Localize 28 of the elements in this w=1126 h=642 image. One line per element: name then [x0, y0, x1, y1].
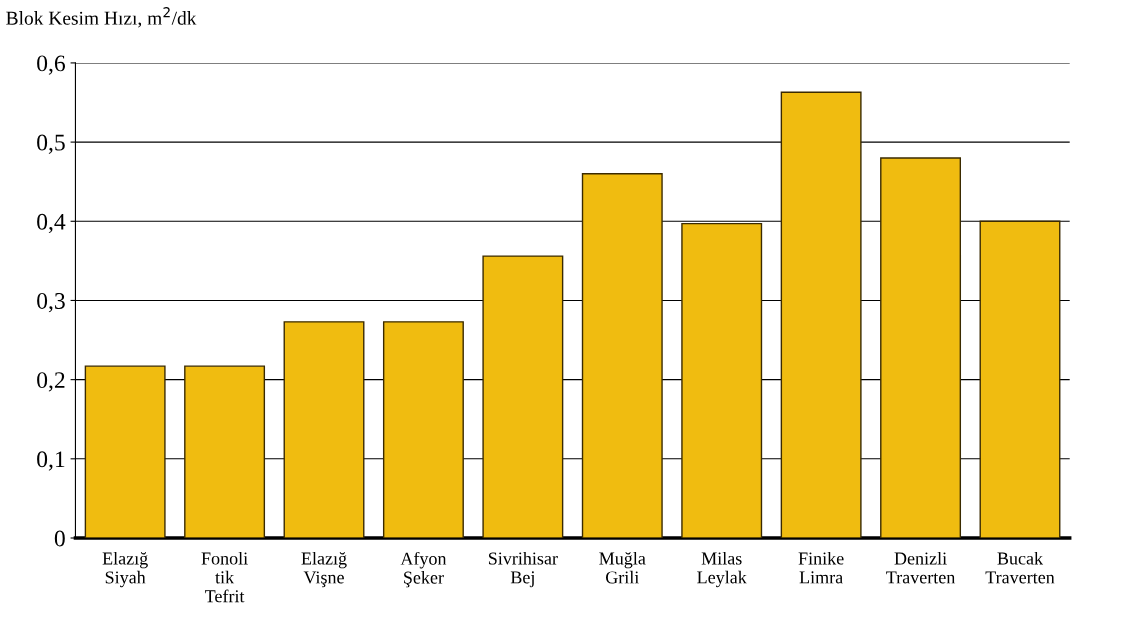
bar: [880, 157, 962, 538]
y-tick-label: 0,1: [37, 451, 65, 471]
x-tick-label: Milas Leylak: [697, 551, 747, 588]
x-tick-label: Bucak Traverten: [985, 551, 1055, 584]
x-tick-label: Finike Limra: [798, 551, 844, 584]
y-tick-label: 0,3: [37, 292, 65, 313]
x-tick-label: Muğla Grili: [599, 551, 646, 584]
bar: [84, 365, 166, 538]
x-tick-label: Elazığ Vişne: [301, 551, 347, 588]
bar: [184, 365, 266, 538]
bar: [382, 321, 464, 538]
y-tick-label: 0: [54, 530, 65, 547]
y-tick-label: 0,2: [37, 372, 65, 392]
bar: [979, 220, 1061, 538]
y-tick-label: 0,4: [37, 213, 66, 234]
x-tick-label: Fonoli tik Tefrit: [201, 551, 248, 603]
y-tick-label: 0,6: [37, 55, 66, 75]
bar: [780, 91, 862, 538]
bar: [283, 321, 365, 538]
x-tick-label: Elazığ Siyah: [102, 551, 148, 588]
x-tick-label: Afyon Şeker: [400, 551, 447, 588]
x-tick-label: Sivrihisar Bej: [488, 551, 558, 588]
x-tick-label: Denizli Traverten: [886, 551, 956, 584]
bar: [581, 173, 663, 538]
y-axis-title: Blok Kesim Hızı, m$^{2}$/dk: [6, 7, 197, 28]
bar: [482, 255, 564, 538]
y-tick-label: 0,5: [37, 134, 65, 154]
bar: [681, 222, 763, 538]
